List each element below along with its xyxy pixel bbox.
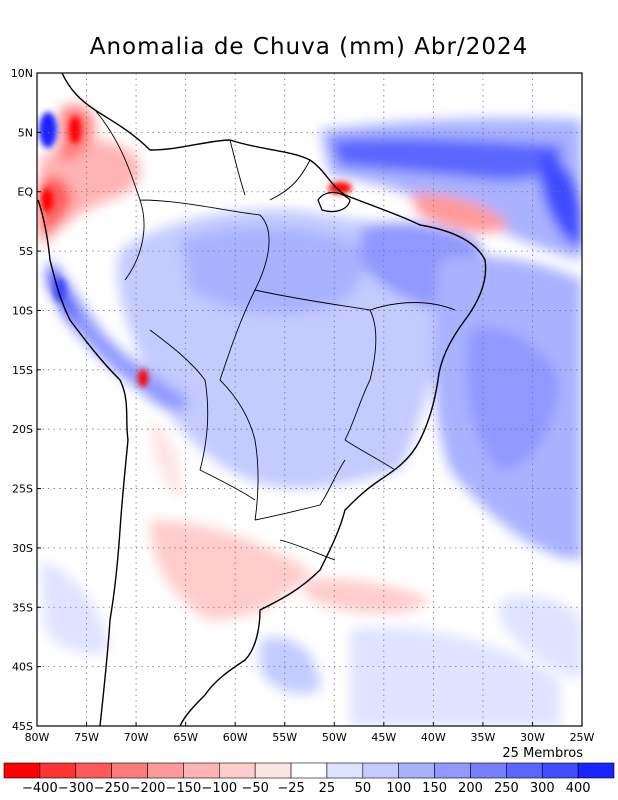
lat-label: 30S <box>12 542 33 555</box>
map-title: Anomalia de Chuva (mm) Abr/2024 <box>89 34 529 60</box>
lon-label: 55W <box>272 731 297 744</box>
lon-label: 70W <box>124 731 149 744</box>
colorbar-label: −300 <box>58 781 94 796</box>
colorbar-label: −150 <box>166 781 202 796</box>
colorbar-swatch <box>470 762 507 779</box>
colorbar-label: −250 <box>94 781 130 796</box>
lat-label: 20S <box>12 423 33 436</box>
colorbar-swatch <box>541 762 579 779</box>
colorbar-swatch <box>434 762 471 779</box>
lon-label: 65W <box>173 731 198 744</box>
lon-label: 30W <box>520 731 545 744</box>
lat-label: 5N <box>18 126 33 139</box>
colorbar-swatch <box>218 762 256 779</box>
colorbar-label: 400 <box>566 781 591 796</box>
colorbar-label: −50 <box>241 781 268 796</box>
country-borders-icon <box>37 73 487 726</box>
colorbar-legend: −400 −300 −250 −200 −150 −100 −50 −25 25 50 100 150… <box>3 762 615 796</box>
anomaly-field <box>37 73 582 726</box>
colorbar-swatch <box>254 762 292 779</box>
colorbar-swatch <box>290 762 328 779</box>
colorbar-label: 200 <box>458 781 483 796</box>
members-label: 25 Membros <box>502 746 583 761</box>
colorbar-swatch <box>111 762 148 779</box>
colorbar-swatch <box>183 762 220 779</box>
longitude-labels: 80W 75W 70W 65W 60W 55W 50W 45W 40W 35W 30W 25W <box>25 722 595 744</box>
lon-label: 40W <box>421 731 446 744</box>
lon-label: 60W <box>223 731 248 744</box>
lon-label: 50W <box>322 731 347 744</box>
colorbar-label: −25 <box>277 781 304 796</box>
colorbar-label: 100 <box>386 781 411 796</box>
colorbar-label: −200 <box>130 781 166 796</box>
colorbar-swatch <box>3 762 41 779</box>
lat-label: 25S <box>12 483 33 496</box>
lat-label: 10S <box>12 304 33 317</box>
colorbar-label: −400 <box>22 781 58 796</box>
colorbar-swatch <box>75 762 112 779</box>
lat-label: 5S <box>19 245 33 258</box>
colorbar-swatch <box>326 762 364 779</box>
colorbar-label: 250 <box>494 781 519 796</box>
colorbar-label: 25 <box>319 781 336 796</box>
lat-label: 35S <box>12 601 33 614</box>
colorbar-swatch <box>506 762 543 779</box>
lat-label: 40S <box>12 661 33 674</box>
lat-label: 45S <box>12 720 33 733</box>
colorbar-swatch <box>577 762 615 779</box>
colorbar-label: −100 <box>201 781 237 796</box>
lat-label: EQ <box>17 186 33 199</box>
lat-label: 15S <box>12 364 33 377</box>
colorbar-swatch <box>362 762 400 779</box>
colorbar-label: 300 <box>530 781 555 796</box>
lon-label: 35W <box>470 731 495 744</box>
latitude-labels: 10N 5N EQ 5S 10S 15S 20S 25S 30S 35S 40S 45S <box>11 67 41 733</box>
map-frame <box>36 72 583 727</box>
lon-label: 25W <box>570 731 595 744</box>
lat-label: 10N <box>11 67 33 80</box>
colorbar-label: 50 <box>355 781 372 796</box>
colorbar-swatch <box>39 762 77 779</box>
lon-label: 45W <box>371 731 396 744</box>
colorbar-label: 150 <box>422 781 447 796</box>
colorbar-swatch <box>147 762 184 779</box>
colorbar-swatch <box>398 762 435 779</box>
lon-label: 80W <box>25 731 50 744</box>
lon-label: 75W <box>74 731 99 744</box>
